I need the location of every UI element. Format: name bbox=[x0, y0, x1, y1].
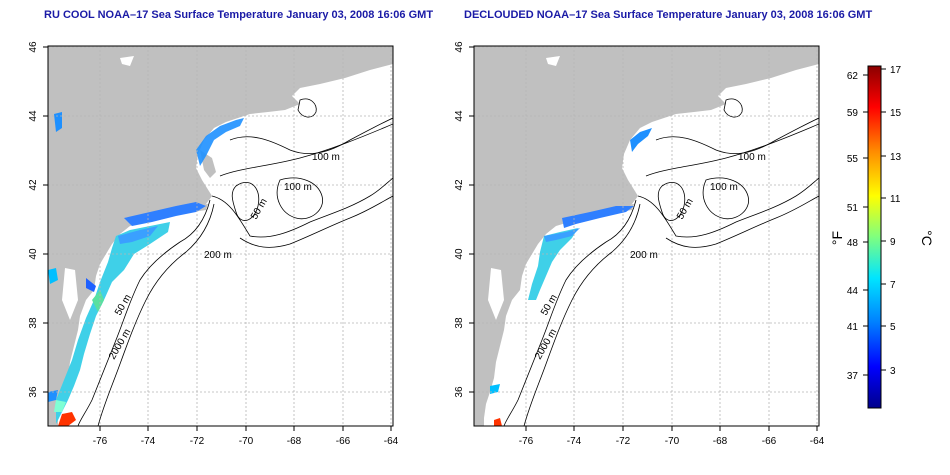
map-panel-right: 100 m 100 m 50 m 200 m 50 m 2000 m -76 -… bbox=[454, 41, 825, 447]
x-tick-left-1: -74 bbox=[141, 436, 156, 447]
frame-left bbox=[47, 45, 394, 427]
sst-patch-right-coast bbox=[528, 228, 578, 300]
colorbar-f-tick-2: 55 bbox=[847, 154, 859, 165]
y-tick-left-1: 38 bbox=[28, 317, 39, 329]
colorbar-c-tick-1: 15 bbox=[890, 108, 902, 119]
x-tick-left-3: -70 bbox=[239, 436, 254, 447]
colorbar-c-tick-2: 13 bbox=[890, 152, 902, 163]
y-tick-right-4: 44 bbox=[454, 110, 465, 122]
contour-label-left-3: 200 m bbox=[204, 250, 232, 261]
contours-right bbox=[503, 98, 819, 426]
sst-patch-left-maine bbox=[196, 118, 244, 166]
contour-label-right-3: 200 m bbox=[630, 250, 658, 261]
y-tick-left-0: 36 bbox=[28, 386, 39, 398]
colorbar-f-tick-1: 59 bbox=[847, 108, 859, 119]
contour-label-left-1: 100 m bbox=[284, 182, 312, 193]
colorbar-fahrenheit-label: °F bbox=[829, 231, 845, 245]
colorbar-gradient bbox=[867, 65, 882, 409]
contour-label-left-0: 100 m bbox=[312, 152, 340, 163]
map-panel-left: 100 m 100 m 50 m 200 m 50 m 2000 m -76 -… bbox=[28, 41, 399, 447]
x-tick-left-0: -76 bbox=[93, 436, 108, 447]
x-tick-left-2: -72 bbox=[190, 436, 205, 447]
colorbar-c-tick-0: 17 bbox=[890, 65, 902, 76]
sst-patch-right-maine bbox=[630, 128, 652, 152]
x-tick-right-2: -72 bbox=[616, 436, 631, 447]
colorbar: 62 59 55 51 48 44 41 37 17 15 13 11 9 7 … bbox=[829, 65, 935, 409]
grid-left bbox=[48, 46, 393, 426]
colorbar-c-tick-6: 5 bbox=[890, 322, 896, 333]
x-tick-right-3: -70 bbox=[665, 436, 680, 447]
contours-left bbox=[77, 98, 393, 426]
colorbar-f-tick-7: 37 bbox=[847, 371, 859, 382]
y-tick-left-2: 40 bbox=[28, 248, 39, 260]
colorbar-f-tick-5: 44 bbox=[847, 286, 859, 297]
contour-label-right-0: 100 m bbox=[738, 152, 766, 163]
panel-title-right: DECLOUDED NOAA–17 Sea Surface Temperatur… bbox=[464, 9, 873, 21]
land-left bbox=[48, 46, 393, 426]
colorbar-c-tick-3: 11 bbox=[890, 194, 901, 205]
sst-patch-left-li bbox=[124, 202, 206, 226]
x-tick-left-6: -64 bbox=[384, 436, 399, 447]
y-tick-right-3: 42 bbox=[454, 179, 465, 191]
x-tick-right-6: -64 bbox=[810, 436, 825, 447]
frame-right bbox=[473, 45, 820, 427]
colorbar-f-tick-3: 51 bbox=[847, 203, 859, 214]
x-tick-right-0: -76 bbox=[519, 436, 534, 447]
y-tick-left-5: 46 bbox=[28, 41, 39, 53]
land-right bbox=[474, 46, 819, 426]
contour-label-right-1: 100 m bbox=[710, 182, 738, 193]
y-tick-right-5: 46 bbox=[454, 41, 465, 53]
x-tick-left-4: -68 bbox=[287, 436, 302, 447]
colorbar-c-tick-7: 3 bbox=[890, 366, 896, 377]
colorbar-f-tick-4: 48 bbox=[847, 238, 859, 249]
colorbar-celsius-label: °C bbox=[919, 230, 935, 246]
sst-patch-right-li bbox=[562, 206, 634, 228]
y-tick-right-1: 38 bbox=[454, 317, 465, 329]
colorbar-c-tick-5: 7 bbox=[890, 280, 896, 291]
colorbar-f-tick-0: 62 bbox=[847, 71, 859, 82]
y-tick-left-3: 42 bbox=[28, 179, 39, 191]
colorbar-c-tick-4: 9 bbox=[890, 237, 896, 248]
y-tick-left-4: 44 bbox=[28, 110, 39, 122]
y-tick-right-0: 36 bbox=[454, 386, 465, 398]
panel-title-left: RU COOL NOAA–17 Sea Surface Temperature … bbox=[44, 9, 434, 21]
y-tick-right-2: 40 bbox=[454, 248, 465, 260]
grid-right bbox=[474, 46, 819, 426]
x-tick-right-5: -66 bbox=[762, 436, 777, 447]
colorbar-f-tick-6: 41 bbox=[847, 322, 859, 333]
x-tick-right-4: -68 bbox=[713, 436, 728, 447]
x-tick-right-1: -74 bbox=[567, 436, 582, 447]
x-tick-left-5: -66 bbox=[336, 436, 351, 447]
sst-patch-left-coast bbox=[56, 222, 170, 424]
